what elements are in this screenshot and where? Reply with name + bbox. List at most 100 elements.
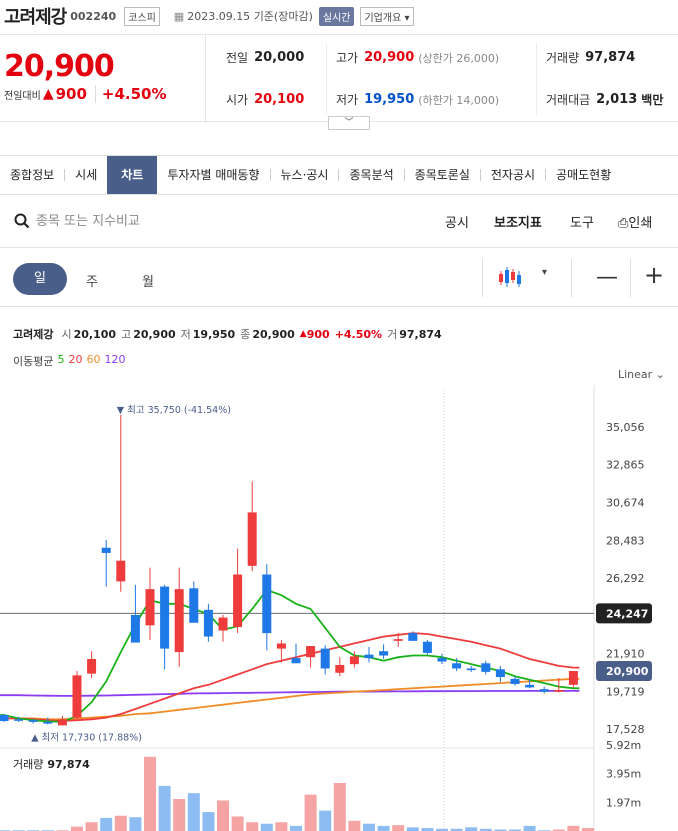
candlestick-icon[interactable]: [498, 265, 524, 289]
volume-bar: [567, 825, 580, 831]
candle-body: [481, 663, 491, 672]
period-selector: 일 주 월 ▾ — +: [0, 249, 678, 307]
price-chart[interactable]: 35,056 32,865 30,674 28,483 26,292 21,910 19,7…: [0, 385, 678, 831]
volume-bar: [246, 822, 259, 831]
volume-bar: [275, 822, 288, 831]
volume-bar: [187, 793, 200, 831]
expand-summary-button[interactable]: ﹀: [328, 116, 370, 130]
candle-body: [393, 639, 403, 641]
crosshair-price-tag: [596, 603, 652, 624]
current-price-box: 20,900 전일대비 ▲ 900 +4.50%: [0, 35, 206, 123]
chevron-down-icon: ⌄: [652, 368, 665, 381]
volume-bar: [158, 785, 171, 831]
candle-body: [43, 721, 53, 724]
candle-body: [130, 615, 140, 643]
prev-close: 전일 20,000: [226, 50, 305, 65]
scale-select[interactable]: Linear ⌄: [618, 368, 665, 381]
tools-button[interactable]: 도구: [570, 216, 594, 231]
candle-body: [145, 589, 155, 626]
volume-bar: [406, 827, 419, 831]
up-triangle-icon: ▲: [42, 86, 54, 102]
period-day-button[interactable]: 일: [13, 263, 67, 295]
candle-body: [247, 512, 257, 566]
volume-bar: [129, 817, 142, 831]
volume-bar: [494, 829, 507, 831]
ma5-line: [0, 588, 580, 723]
ma60-label: 60: [86, 353, 101, 366]
tab-1[interactable]: 시세: [75, 168, 98, 182]
low-price: 저가 19,950 (하한가 14,000): [336, 92, 500, 107]
candle-body: [116, 560, 126, 582]
zoom-out-button[interactable]: —: [596, 265, 618, 290]
volume-bar: [552, 829, 565, 831]
candle-body: [437, 658, 447, 662]
ma20-line: [0, 632, 580, 722]
tab-6[interactable]: 종목토론실: [414, 168, 470, 182]
realtime-badge[interactable]: 실시간: [318, 6, 355, 26]
candle-body: [203, 609, 213, 637]
volume-bar: [582, 828, 594, 831]
printer-icon: ⎙: [618, 216, 629, 231]
volume-bar: [392, 825, 405, 831]
compare-search-input[interactable]: [36, 210, 336, 232]
candle-body: [408, 633, 418, 641]
crosshair-price-label: 24,247: [606, 607, 648, 620]
candle-body: [218, 617, 228, 631]
trade-amount: 거래대금 2,013 백만: [546, 92, 664, 107]
last-price-label: 20,900: [606, 665, 649, 678]
candle-body: [568, 671, 578, 685]
candle-body: [291, 658, 301, 664]
open-price: 시가 20,100: [226, 92, 305, 107]
change-label: 전일대비: [4, 90, 41, 102]
candle-body: [364, 654, 374, 659]
candle-body: [72, 675, 82, 718]
volume-bar: [71, 826, 83, 831]
price-summary: 20,900 전일대비 ▲ 900 +4.50% 전일 20,000 시가 20,1…: [0, 34, 678, 123]
volume-bar: [479, 828, 492, 831]
print-button[interactable]: ⎙인쇄: [618, 216, 653, 231]
candle-body: [495, 669, 505, 678]
last-price-tag: [596, 661, 652, 682]
candle-body: [233, 574, 243, 628]
tab-8[interactable]: 공매도현황: [556, 168, 612, 182]
notice-button[interactable]: 공시: [445, 216, 469, 231]
candle-body: [510, 678, 520, 684]
period-month-button[interactable]: 월: [142, 275, 154, 290]
volume-bar: [319, 810, 332, 831]
chevron-down-icon[interactable]: ▾: [542, 267, 548, 278]
candle-body: [422, 641, 432, 653]
candle-body: [525, 684, 535, 688]
candle-body: [349, 656, 359, 665]
zoom-in-button[interactable]: +: [644, 261, 665, 289]
indicator-button[interactable]: 보조지표: [494, 216, 542, 231]
y-tick-label: 32,865: [606, 459, 645, 472]
period-week-button[interactable]: 주: [86, 275, 98, 290]
tab-4[interactable]: 뉴스·공시: [280, 168, 329, 182]
volume-bar: [523, 825, 536, 831]
main-tabs: 종합정보 시세 차트 투자자별 매매동향 뉴스·공시 종목분석 종목토론실 전자공시 공매도현황: [0, 155, 678, 195]
date-text: 2023.09.15 기준(장마감): [187, 10, 313, 23]
tab-7[interactable]: 전자공시: [490, 168, 536, 182]
search-icon[interactable]: [14, 213, 30, 229]
candle-body: [466, 668, 476, 671]
candle-body: [101, 547, 111, 553]
tab-5[interactable]: 종목분석: [349, 168, 394, 182]
tab-0[interactable]: 종합정보: [10, 168, 55, 182]
candle-body: [276, 643, 286, 649]
tab-3[interactable]: 투자자별 매매동향: [167, 168, 260, 182]
high-price: 고가 20,900 (상한가 26,000): [336, 50, 500, 65]
stock-header: 고려제강 002240 코스피 ▦ 2023.09.15 기준(장마감) 실시간…: [0, 0, 678, 32]
candle-body: [320, 648, 330, 669]
volume-bar: [202, 812, 215, 831]
change-row: 전일대비 ▲ 900 +4.50%: [4, 85, 167, 103]
volume-tick-label: 1.97m: [606, 796, 641, 809]
ma20-label: 20: [68, 353, 83, 366]
change-percent: +4.50%: [94, 85, 167, 103]
company-info-button[interactable]: 기업개요 ▾: [360, 6, 414, 26]
tab-2[interactable]: 차트: [107, 156, 158, 194]
candle-body: [306, 646, 316, 658]
candle-body: [0, 715, 9, 722]
volume-bar: [260, 823, 273, 831]
volume-legend: 거래량 97,874: [13, 758, 90, 771]
volume-tick-label: 5.92m: [606, 739, 641, 752]
